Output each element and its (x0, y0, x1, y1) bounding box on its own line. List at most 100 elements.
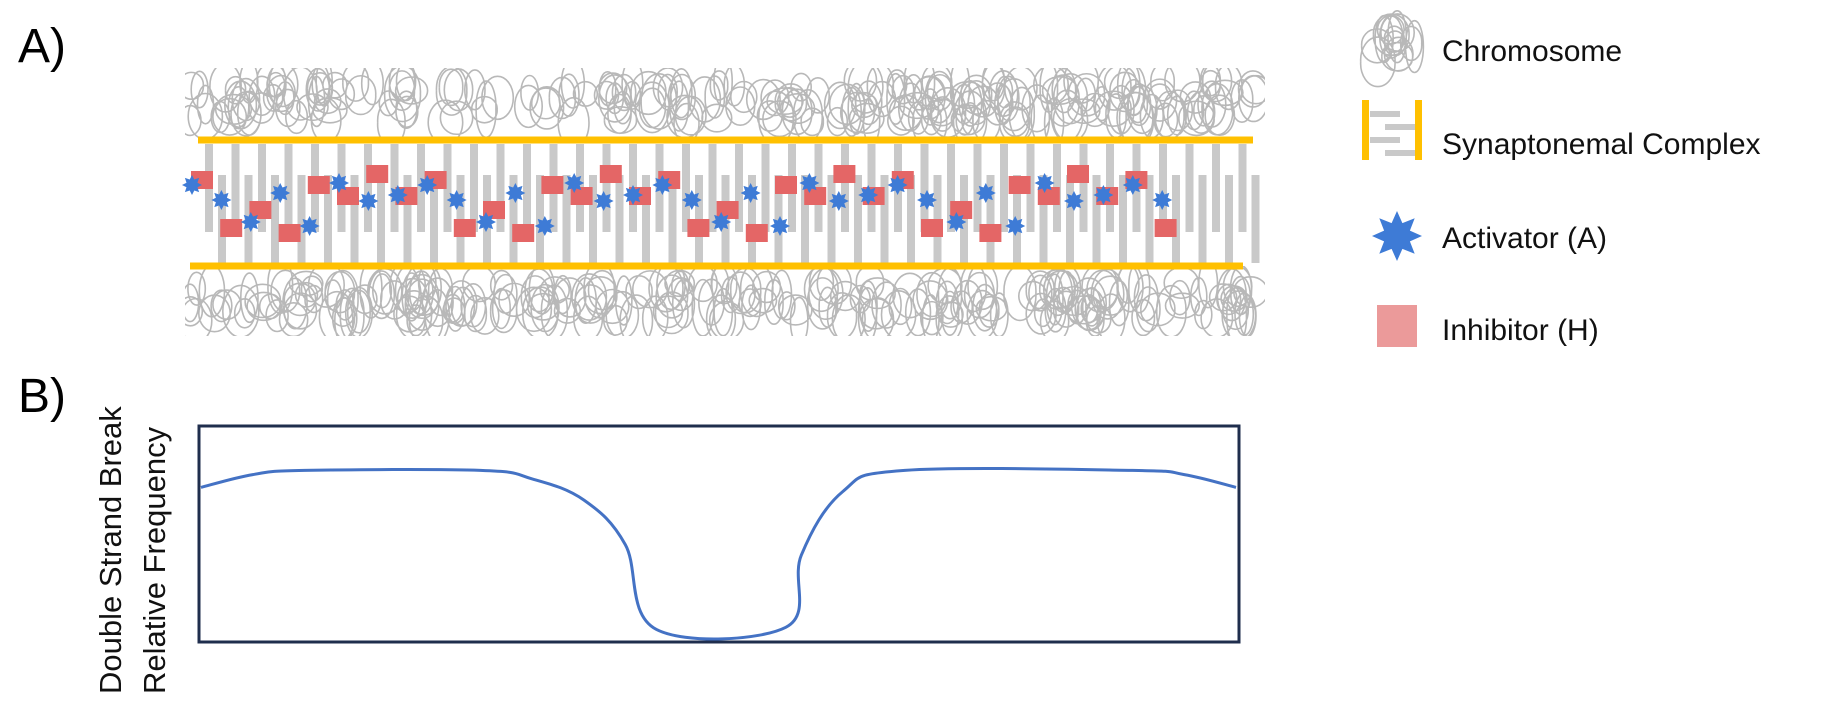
legend-label-chromosome: Chromosome (1442, 35, 1622, 68)
chromatin-loops (1359, 10, 1425, 88)
activator-star (1152, 190, 1173, 210)
rung-upper (1000, 144, 1008, 232)
inhibitor-square (220, 219, 243, 237)
activator-star (299, 216, 320, 236)
inhibitor-square (1154, 219, 1177, 237)
inhibitor-square (512, 224, 535, 242)
y-axis-label-line2: Relative Frequency (137, 426, 172, 694)
activator-star (828, 191, 849, 211)
rung-upper (523, 144, 531, 232)
rung-upper (602, 144, 611, 232)
rung-upper (390, 144, 399, 232)
rung-lower (854, 175, 862, 263)
rung-lower (509, 175, 518, 263)
inhibitor-square (804, 187, 827, 205)
y-axis-label-line1: Double Strand Break (93, 406, 128, 694)
rung-upper (1185, 144, 1194, 232)
inhibitor-square (979, 224, 1002, 242)
rung-lower (350, 175, 359, 263)
rung-upper (258, 144, 266, 232)
rung-lower (827, 175, 836, 263)
inhibitor-square (775, 176, 797, 194)
rung-lower (668, 175, 677, 263)
activator-star (211, 190, 232, 210)
activator-star (182, 175, 202, 195)
panel-b-label: B) (18, 370, 66, 423)
rung-upper (682, 144, 690, 232)
rung-upper (443, 144, 452, 232)
rung-lower (1145, 175, 1154, 263)
activator-star (240, 212, 261, 232)
dsb-frequency-chart: Double Strand Break Relative Frequency (93, 406, 1241, 694)
activator-star (946, 212, 967, 232)
rung-lower (907, 175, 915, 263)
activator-star (681, 190, 702, 210)
rung-lower (589, 175, 597, 263)
inhibitor-square (541, 176, 564, 194)
legend-item-inhibitor: Inhibitor (H) (1377, 305, 1599, 347)
legend-item-activator: Activator (A) (1372, 211, 1607, 261)
rung-upper (761, 144, 770, 232)
inhibitor-square (921, 219, 943, 237)
square-icon (1377, 305, 1417, 347)
inhibitor-square (1037, 187, 1060, 205)
rung-lower (986, 175, 995, 263)
rung-lower (430, 175, 438, 263)
rung-lower (748, 175, 756, 263)
activator-star (1093, 185, 1114, 205)
inhibitor-square (366, 165, 389, 183)
activator-star (623, 185, 643, 205)
rung-lower (403, 175, 412, 263)
activator-star (917, 190, 937, 210)
inhibitor-square (1067, 165, 1089, 183)
rung-lower (562, 175, 571, 263)
rung-upper (947, 144, 955, 232)
rung-lower (324, 175, 332, 263)
activator-star (270, 183, 291, 203)
chromatin-loops (185, 266, 1265, 336)
legend: Chromosome Synaptonemal Complex Activato… (1359, 10, 1761, 347)
inhibitor-square (337, 187, 359, 205)
activator-star (1064, 191, 1084, 211)
activator-star (417, 175, 438, 195)
activator-star (1034, 173, 1055, 193)
rung-lower (297, 175, 306, 263)
activator-star (858, 185, 879, 205)
activator-star (593, 191, 614, 211)
activator-star (740, 183, 761, 203)
rung-upper (364, 144, 372, 232)
inhibitor-square (745, 224, 768, 242)
rung-lower (1119, 175, 1127, 263)
rung-upper (1238, 144, 1247, 232)
rung-lower (536, 175, 544, 263)
activator-star (358, 191, 379, 211)
activator-star (975, 183, 996, 203)
rung-upper (920, 144, 929, 232)
activator-star (534, 216, 555, 236)
rung-lower (1092, 175, 1101, 263)
rung-upper (231, 144, 240, 232)
rung-lower (642, 175, 650, 263)
activator-star (446, 190, 467, 210)
plot-frame (197, 424, 1241, 644)
rung-lower (271, 175, 279, 263)
inhibitor-markers (191, 165, 1177, 242)
rung-upper (1159, 144, 1167, 232)
rung-lower (1251, 175, 1260, 263)
legend-label-activator: Activator (A) (1442, 222, 1607, 255)
rung-upper (841, 144, 849, 232)
activator-star (887, 175, 908, 195)
rung-lower (1225, 175, 1233, 263)
activator-star (799, 173, 820, 193)
activator-star (505, 183, 526, 203)
inhibitor-square (307, 176, 330, 194)
synaptonemal-complex-illustration (182, 68, 1265, 336)
legend-item-synaptonemal-complex: Synaptonemal Complex (1362, 100, 1761, 161)
chromatin-coil-icon (1359, 10, 1425, 88)
inhibitor-square (1008, 176, 1031, 194)
inhibitor-square (483, 201, 505, 219)
panel-a-label: A) (18, 20, 66, 73)
inhibitor-square (453, 219, 476, 237)
star-icon (1372, 211, 1422, 261)
